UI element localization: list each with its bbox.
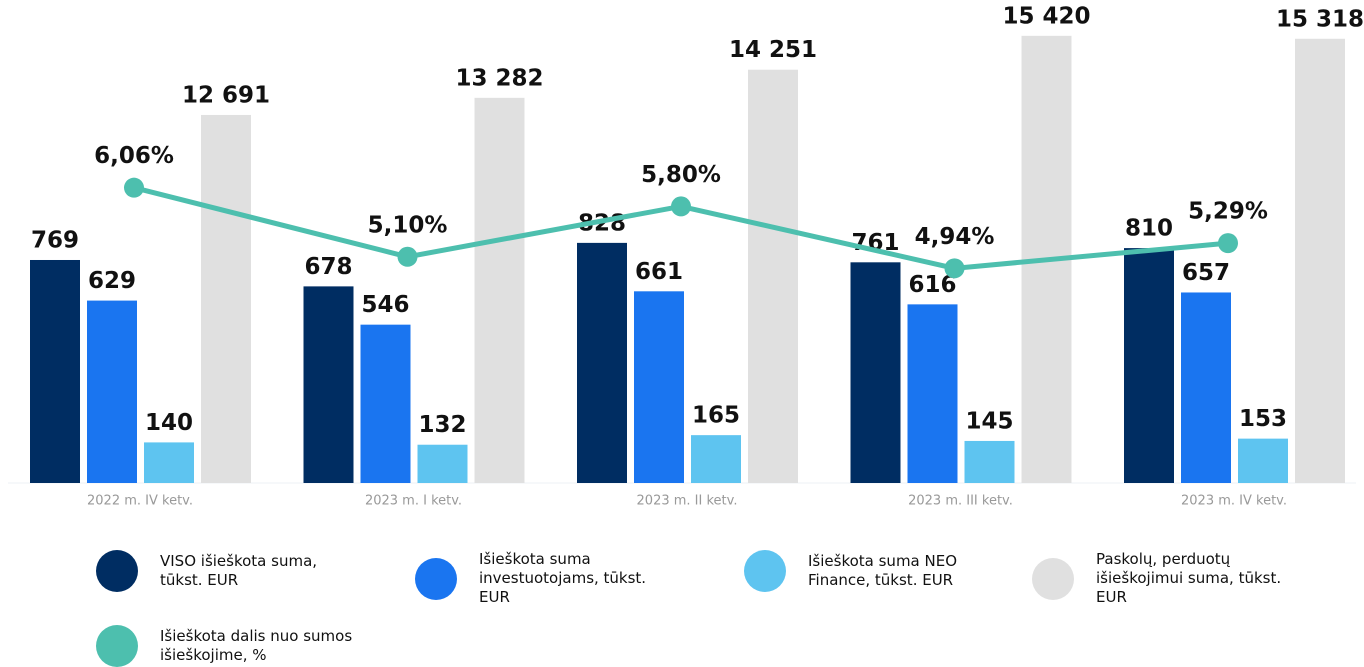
line-point	[124, 177, 144, 198]
legend-swatch	[1032, 557, 1074, 600]
bar	[907, 304, 958, 483]
bar	[201, 114, 251, 483]
chart: 2022 m. IV ketv. 2023 m. I ketv. 2023 m. I…	[8, 3, 1364, 509]
legend-label: Išieškota dalis nuo sumos išieškojime, %	[160, 627, 353, 664]
legend-swatch	[96, 625, 138, 667]
bar	[964, 440, 1015, 483]
data-label: 13 282	[455, 65, 543, 91]
x-tick-label: 2022 m. IV ketv.	[87, 494, 193, 509]
legend-swatch	[415, 557, 457, 600]
data-label: 546	[361, 292, 409, 318]
data-label: 15 420	[1002, 3, 1090, 29]
data-label: 4,94%	[915, 224, 995, 250]
bar	[1295, 38, 1345, 483]
legend-item: Paskolų, perduotų išieškojimui suma, tūk…	[1032, 550, 1296, 607]
data-label: 678	[304, 254, 352, 280]
data-label: 810	[1125, 216, 1173, 242]
legend-swatch	[96, 550, 138, 592]
legend-swatch	[744, 550, 786, 592]
x-tick-label: 2023 m. IV ketv.	[1181, 494, 1287, 509]
legend-item: Išieškota dalis nuo sumos išieškojime, %	[96, 625, 360, 667]
bar	[144, 442, 194, 483]
bar	[748, 69, 798, 483]
bar	[417, 444, 468, 483]
data-label: 661	[635, 259, 683, 285]
data-label: 14 251	[729, 37, 817, 63]
line-point	[1218, 233, 1238, 254]
data-label: 153	[1239, 406, 1287, 432]
bar	[1181, 292, 1231, 483]
bar	[303, 286, 354, 483]
legend-label: Išieškota suma NEO Finance, tūkst. EUR	[808, 552, 958, 589]
data-label: 140	[145, 410, 193, 436]
legend-label: Paskolų, perduotų išieškojimui suma, tūk…	[1096, 550, 1282, 606]
x-tick-label: 2023 m. II ketv.	[637, 494, 738, 509]
data-label: 132	[418, 412, 466, 438]
data-label: 629	[88, 268, 136, 294]
bar	[850, 262, 901, 483]
data-label: 657	[1182, 260, 1230, 286]
data-label: 5,29%	[1188, 199, 1268, 225]
data-label: 165	[692, 403, 740, 429]
data-label: 145	[965, 408, 1013, 434]
legend-item: VISO išieškota suma, tūkst. EUR	[96, 550, 360, 592]
bar	[1238, 438, 1288, 483]
data-label: 5,10%	[368, 212, 448, 238]
data-label: 15 318	[1276, 6, 1364, 32]
x-tick-label: 2023 m. III ketv.	[908, 494, 1013, 509]
bar	[30, 259, 80, 483]
bar	[87, 300, 137, 483]
bar	[691, 435, 741, 483]
line-point	[944, 258, 965, 279]
bar	[634, 291, 684, 483]
bar	[474, 97, 525, 484]
line-point	[397, 246, 418, 267]
data-label: 769	[31, 227, 79, 253]
x-tick-label: 2023 m. I ketv.	[365, 494, 462, 509]
line-point	[671, 196, 691, 217]
data-label: 5,80%	[641, 162, 721, 188]
legend-label: VISO išieškota suma, tūkst. EUR	[160, 552, 318, 589]
bar	[577, 242, 627, 483]
bar	[360, 324, 411, 483]
data-label: 12 691	[182, 82, 270, 108]
legend-item: Išieškota suma NEO Finance, tūkst. EUR	[744, 550, 1008, 592]
legend-label: Išieškota suma investuotojams, tūkst. EU…	[479, 550, 647, 606]
legend-item: Išieškota suma investuotojams, tūkst. EU…	[415, 550, 679, 607]
data-label: 6,06%	[94, 143, 174, 169]
bar	[1124, 248, 1174, 483]
